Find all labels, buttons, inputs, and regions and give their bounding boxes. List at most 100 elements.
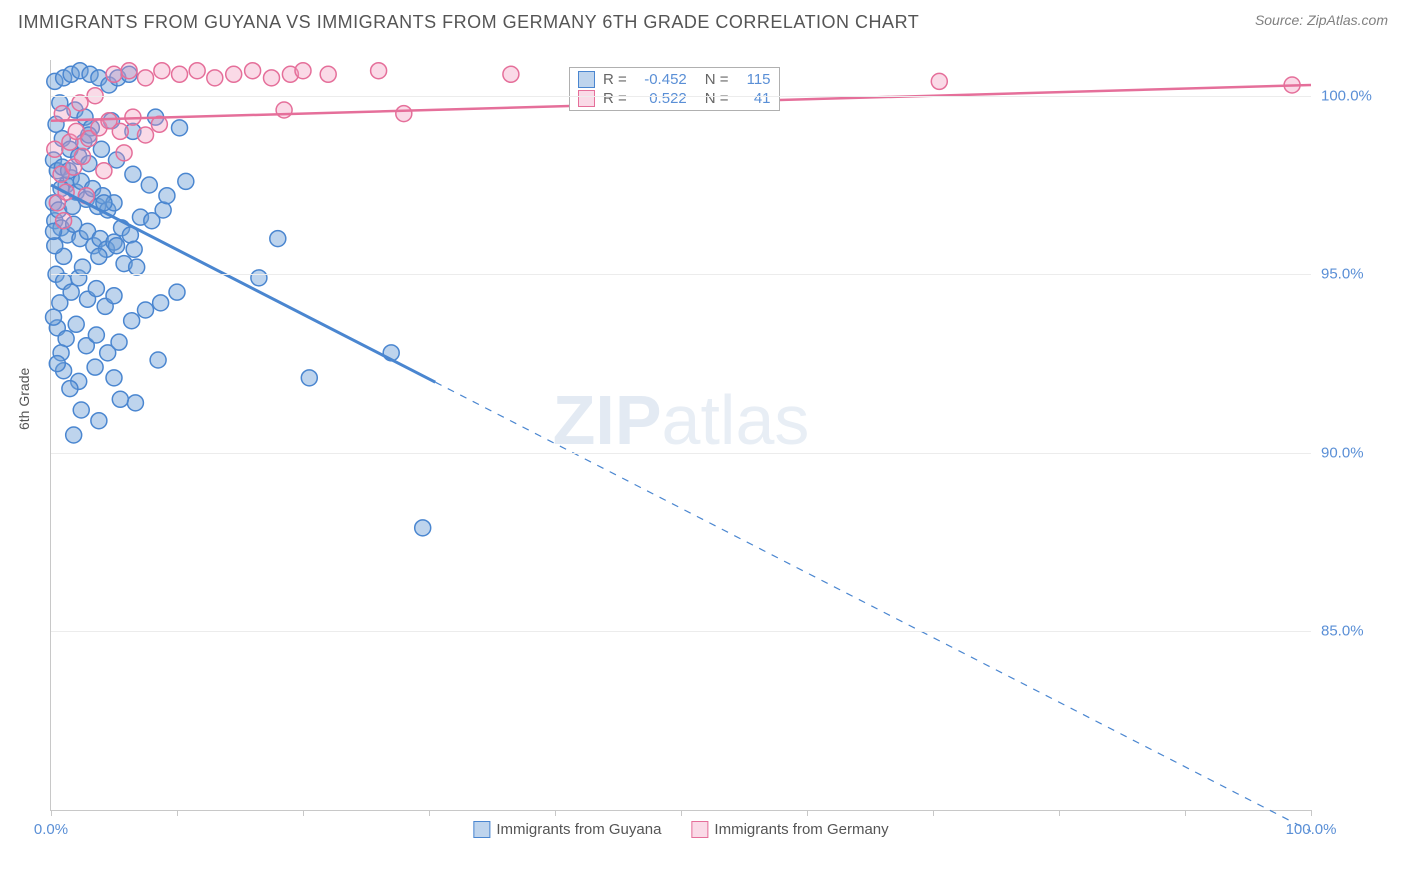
data-point (251, 270, 267, 286)
data-point (126, 241, 142, 257)
data-point (295, 63, 311, 79)
data-point (75, 259, 91, 275)
x-tick (1059, 810, 1060, 816)
data-point (264, 70, 280, 86)
data-point (96, 163, 112, 179)
x-tick (1311, 810, 1312, 816)
legend: Immigrants from Guyana Immigrants from Ge… (473, 821, 888, 838)
x-tick (681, 810, 682, 816)
correlation-stats-box: R =-0.452N =115R =0.522N =41 (569, 67, 780, 111)
data-point (91, 248, 107, 264)
y-tick-label: 90.0% (1321, 444, 1391, 461)
data-point (111, 334, 127, 350)
y-tick-label: 95.0% (1321, 266, 1391, 283)
data-point (88, 327, 104, 343)
data-point (415, 520, 431, 536)
data-point (47, 238, 63, 254)
data-point (141, 177, 157, 193)
data-point (91, 413, 107, 429)
data-point (301, 370, 317, 386)
gridline (51, 96, 1311, 97)
data-point (87, 359, 103, 375)
legend-label: Immigrants from Germany (714, 821, 888, 838)
y-axis-label: 6th Grade (16, 368, 32, 430)
data-point (371, 63, 387, 79)
data-point (116, 145, 132, 161)
data-point (68, 316, 84, 332)
data-point (396, 106, 412, 122)
data-point (106, 370, 122, 386)
data-point (106, 288, 122, 304)
data-point (73, 402, 89, 418)
data-point (46, 309, 62, 325)
data-point (129, 259, 145, 275)
data-point (169, 284, 185, 300)
plot-area: ZIPatlas R =-0.452N =115R =0.522N =41 Im… (50, 60, 1311, 811)
x-tick (429, 810, 430, 816)
x-tick (177, 810, 178, 816)
legend-item: Immigrants from Guyana (473, 821, 661, 838)
gridline (51, 453, 1311, 454)
series-swatch (578, 71, 595, 88)
data-point (56, 213, 72, 229)
data-point (226, 66, 242, 82)
series-swatch (578, 90, 595, 107)
r-value: 0.522 (635, 90, 687, 107)
data-point (121, 63, 137, 79)
data-point (153, 295, 169, 311)
data-point (49, 356, 65, 372)
y-tick-label: 85.0% (1321, 623, 1391, 640)
r-value: -0.452 (635, 71, 687, 88)
data-point (503, 66, 519, 82)
data-point (66, 427, 82, 443)
y-tick-label: 100.0% (1321, 87, 1391, 104)
data-point (72, 95, 88, 111)
x-tick (303, 810, 304, 816)
data-point (159, 188, 175, 204)
data-point (150, 352, 166, 368)
x-tick-label: 0.0% (34, 821, 68, 838)
x-tick-label: 100.0% (1286, 821, 1337, 838)
data-point (931, 73, 947, 89)
data-point (178, 173, 194, 189)
data-point (112, 391, 128, 407)
legend-swatch (691, 821, 708, 838)
data-point (270, 231, 286, 247)
data-point (127, 395, 143, 411)
n-value: 115 (737, 71, 771, 88)
legend-item: Immigrants from Germany (691, 821, 888, 838)
x-tick (807, 810, 808, 816)
x-tick (1185, 810, 1186, 816)
data-point (138, 127, 154, 143)
data-point (154, 63, 170, 79)
data-point (189, 63, 205, 79)
gridline (51, 274, 1311, 275)
data-point (276, 102, 292, 118)
data-point (106, 66, 122, 82)
data-point (172, 66, 188, 82)
legend-swatch (473, 821, 490, 838)
data-point (47, 141, 63, 157)
stats-row: R =0.522N =41 (570, 89, 779, 108)
data-point (138, 70, 154, 86)
gridline (51, 631, 1311, 632)
data-point (155, 202, 171, 218)
trend-line-extrapolated (435, 382, 1311, 831)
x-tick (933, 810, 934, 816)
data-point (138, 302, 154, 318)
data-point (88, 281, 104, 297)
data-point (62, 381, 78, 397)
x-tick (51, 810, 52, 816)
data-point (245, 63, 261, 79)
legend-label: Immigrants from Guyana (496, 821, 661, 838)
n-value: 41 (737, 90, 771, 107)
data-point (109, 238, 125, 254)
data-point (75, 148, 91, 164)
source-attribution: Source: ZipAtlas.com (1255, 12, 1388, 28)
data-point (125, 166, 141, 182)
data-point (124, 313, 140, 329)
stats-row: R =-0.452N =115 (570, 70, 779, 89)
data-point (172, 120, 188, 136)
x-tick (555, 810, 556, 816)
data-point (207, 70, 223, 86)
